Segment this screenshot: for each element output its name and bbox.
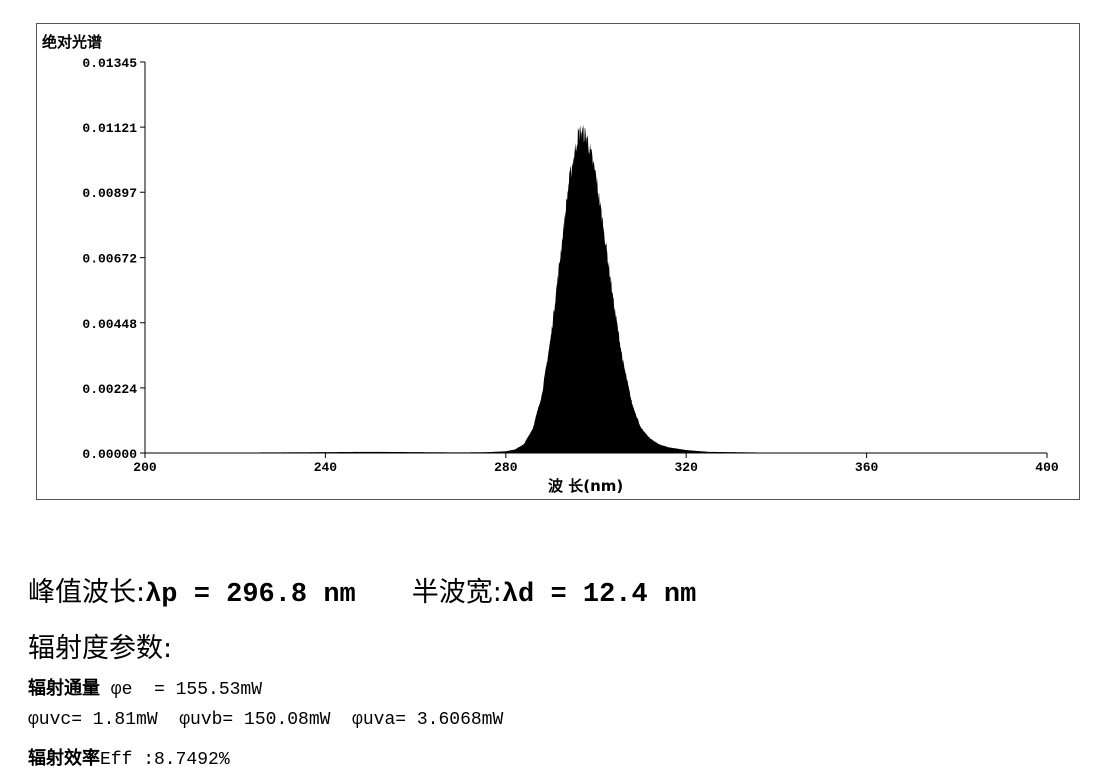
x-tick-label: 400 bbox=[1035, 460, 1059, 475]
y-tick-label: 0.01121 bbox=[82, 121, 137, 136]
y-tick-label: 0.00000 bbox=[82, 447, 137, 462]
x-tick-label: 200 bbox=[133, 460, 157, 475]
y-axis-title: 绝对光谱 bbox=[42, 33, 102, 51]
x-tick-label: 320 bbox=[674, 460, 698, 475]
flux-value: φe = 155.53mW bbox=[100, 680, 263, 700]
fwhm-label: 半波宽: bbox=[411, 577, 502, 608]
efficiency-line: 辐射效率Eff :8.7492% bbox=[28, 744, 230, 770]
x-tick-label: 280 bbox=[494, 460, 518, 475]
peak-label: 峰值波长: bbox=[28, 577, 146, 608]
peak-wavelength-line: 峰值波长:λp = 296.8 nm 半波宽:λd = 12.4 nm bbox=[28, 570, 696, 610]
x-tick-label: 240 bbox=[314, 460, 338, 475]
peak-value: λp = 296.8 nm bbox=[145, 580, 356, 610]
fwhm-value: λd = 12.4 nm bbox=[501, 580, 697, 610]
spectrum-chart-frame bbox=[36, 23, 1080, 500]
eff-label: 辐射效率 bbox=[28, 748, 100, 769]
band-flux-line: φuvc= 1.81mW φuvb= 150.08mW φuva= 3.6068… bbox=[28, 710, 504, 730]
flux-line: 辐射通量 φe = 155.53mW bbox=[28, 674, 262, 700]
y-tick-label: 0.00672 bbox=[82, 252, 137, 267]
x-tick-label: 360 bbox=[855, 460, 879, 475]
y-tick-label: 0.00448 bbox=[82, 317, 137, 332]
flux-label: 辐射通量 bbox=[28, 678, 100, 699]
y-tick-label: 0.00897 bbox=[82, 186, 137, 201]
x-axis-title: 波 长(nm) bbox=[548, 477, 623, 495]
eff-value: Eff :8.7492% bbox=[100, 750, 230, 770]
y-tick-label: 0.00224 bbox=[82, 382, 137, 397]
spectrum-area bbox=[145, 123, 1047, 454]
spectrum-chart: 绝对光谱 波 长(nm) 200 240 280 320 360 400 0.00000 0.… bbox=[42, 33, 1059, 495]
y-tick-label: 0.01345 bbox=[82, 56, 137, 71]
radiometric-title: 辐射度参数: bbox=[28, 633, 173, 664]
